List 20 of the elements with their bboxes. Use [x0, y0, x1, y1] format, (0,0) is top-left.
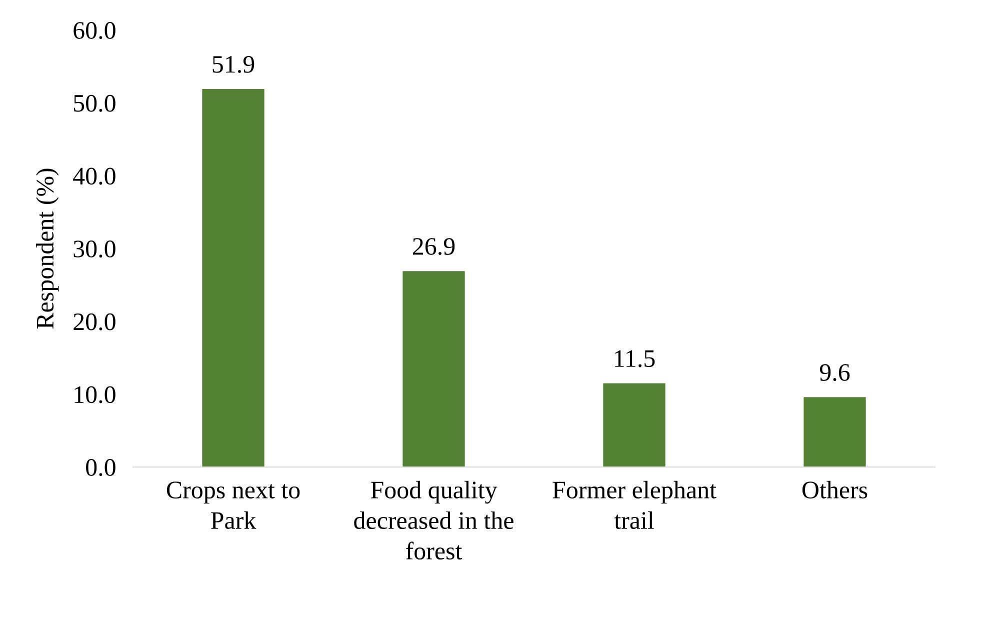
y-axis-title: Respondent (%)	[36, 168, 59, 329]
bar	[603, 383, 666, 467]
data-label: 9.6	[820, 364, 850, 381]
y-tick-label: 50.0	[74, 94, 116, 112]
data-label: 26.9	[412, 238, 455, 255]
y-tick-label: 20.0	[74, 313, 116, 330]
y-tick-label: 0.0	[86, 459, 116, 476]
bar	[804, 397, 866, 467]
x-tick-label: Former elephant trail	[552, 480, 716, 529]
bar	[402, 271, 465, 467]
y-tick-label: 30.0	[74, 240, 116, 258]
x-tick-label: Others	[802, 480, 868, 498]
x-tick-label: Food quality decreased in the forest	[354, 480, 514, 560]
y-tick-label: 10.0	[74, 386, 116, 404]
y-tick-label: 60.0	[74, 22, 116, 40]
x-tick-label: Crops next to Park	[166, 482, 300, 529]
bar	[202, 88, 264, 467]
y-tick-label: 40.0	[73, 168, 116, 185]
data-label: 51.9	[212, 56, 254, 73]
data-label: 11.5	[615, 350, 655, 368]
